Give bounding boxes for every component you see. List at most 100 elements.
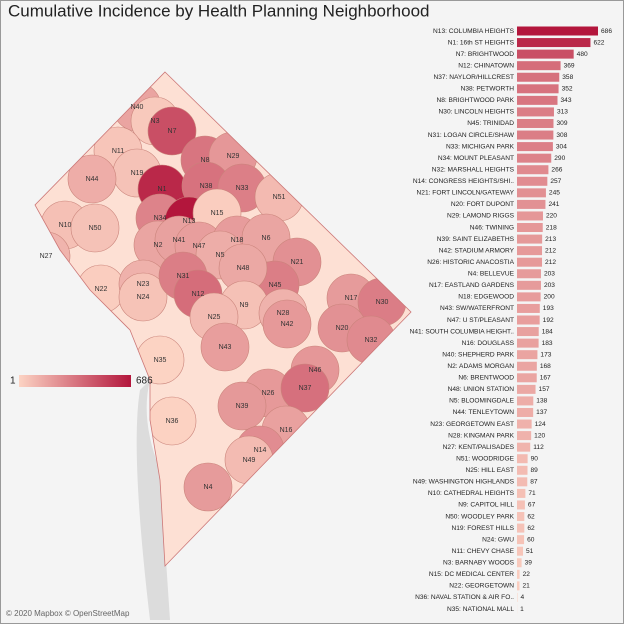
- value-label: 183: [542, 340, 553, 347]
- y-tick-label: N8: BRIGHTWOOD PARK: [436, 97, 514, 104]
- map-label: N35: [154, 357, 167, 364]
- bar: [517, 488, 526, 498]
- y-tick-label: N28: KINGMAN PARK: [448, 432, 514, 439]
- bar: [517, 431, 532, 441]
- y-tick-label: N42: STADIUM ARMORY: [439, 247, 515, 254]
- bar: [517, 26, 598, 36]
- value-label: 67: [528, 502, 536, 509]
- y-tick-label: N25: HILL EAST: [466, 467, 515, 474]
- value-label: 1: [520, 606, 524, 613]
- map-label: N14: [254, 447, 267, 454]
- map-region: [183, 462, 233, 512]
- bar: [517, 419, 532, 429]
- map-region: [262, 299, 312, 349]
- map-region: [200, 322, 250, 372]
- map-label: N46: [309, 367, 322, 374]
- value-label: 480: [577, 51, 588, 58]
- y-tick-label: N3: BARNABY WOODS: [443, 560, 515, 567]
- value-label: 87: [530, 479, 538, 486]
- bar: [517, 142, 553, 152]
- y-tick-label: N34: MOUNT PLEASANT: [438, 155, 514, 162]
- value-label: 192: [543, 317, 554, 324]
- bar: [517, 199, 546, 209]
- bar: [517, 176, 548, 186]
- value-label: 313: [557, 109, 568, 116]
- bar: [517, 257, 543, 267]
- map-label: N25: [208, 314, 221, 321]
- bar: [517, 223, 543, 233]
- map-label: N36: [166, 418, 179, 425]
- y-tick-label: N29: LAMOND RIGGS: [447, 213, 515, 220]
- y-tick-label: N48: UNION STATION: [448, 386, 515, 393]
- map-label: N51: [273, 194, 286, 201]
- value-label: 200: [544, 294, 555, 301]
- y-tick-label: N6: BRENTWOOD: [458, 375, 514, 382]
- value-label: 168: [540, 363, 551, 370]
- y-tick-label: N36: NAVAL STATION & AIR FO..: [415, 594, 514, 601]
- value-label: 71: [528, 490, 536, 497]
- value-label: 622: [593, 39, 604, 46]
- y-tick-label: N33: MICHIGAN PARK: [446, 143, 515, 150]
- map-region: [118, 272, 168, 322]
- value-label: 343: [561, 97, 572, 104]
- value-label: 173: [540, 351, 551, 358]
- map-label: N28: [277, 310, 290, 317]
- y-tick-label: N15: DC MEDICAL CENTER: [429, 571, 514, 578]
- map-label: N39: [236, 403, 249, 410]
- y-tick-label: N30: LINCOLN HEIGHTS: [439, 109, 515, 116]
- map-label: N45: [269, 282, 282, 289]
- bar: [517, 523, 525, 533]
- bar: [517, 546, 524, 556]
- y-tick-label: N39: SAINT ELIZABETHS: [437, 236, 515, 243]
- y-tick-label: N7: BRIGHTWOOD: [456, 51, 514, 58]
- value-label: 4: [520, 594, 524, 601]
- map-label: N4: [204, 484, 213, 491]
- y-tick-label: N41: SOUTH COLUMBIA HEIGHT..: [410, 328, 515, 335]
- legend-min: 1: [10, 376, 16, 387]
- dc-outline: [34, 71, 412, 567]
- bar: [517, 558, 522, 568]
- map-label: N26: [262, 390, 275, 397]
- bar: [517, 49, 574, 59]
- map-label: N7: [168, 128, 177, 135]
- value-label: 22: [523, 571, 531, 578]
- bar: [517, 373, 537, 383]
- value-label: 212: [545, 259, 556, 266]
- value-label: 241: [548, 201, 559, 208]
- bar: [517, 442, 531, 452]
- bar: [517, 269, 541, 279]
- y-tick-label: N21: FORT LINCOLN/GATEWAY: [417, 190, 515, 197]
- value-label: 220: [546, 213, 557, 220]
- value-label: 304: [556, 143, 567, 150]
- bar: [517, 280, 541, 290]
- bar: [517, 303, 540, 313]
- map-label: N50: [89, 225, 102, 232]
- y-tick-label: N22: GEORGETOWN: [449, 583, 514, 590]
- map-label: N9: [240, 302, 249, 309]
- value-label: 90: [531, 455, 539, 462]
- y-tick-label: N37: NAYLOR/HILLCREST: [434, 74, 515, 81]
- y-tick-label: N23: GEORGETOWN EAST: [430, 421, 514, 428]
- y-tick-label: N12: CHINATOWN: [458, 62, 514, 69]
- bar: [517, 581, 520, 591]
- bar: [517, 407, 534, 417]
- map-label: N47: [193, 243, 206, 250]
- y-tick-label: N2: ADAMS MORGAN: [447, 363, 514, 370]
- bar: [517, 338, 539, 348]
- y-tick-label: N9: CAPITOL HILL: [458, 502, 514, 509]
- bar: [517, 188, 546, 198]
- value-label: 167: [540, 375, 551, 382]
- map-label: N21: [291, 259, 304, 266]
- bar: [517, 500, 525, 510]
- river: [136, 380, 170, 620]
- map-label: N1: [158, 186, 167, 193]
- bar: [517, 72, 560, 82]
- map-label: N29: [227, 153, 240, 160]
- y-tick-label: N49: WASHINGTON HIGHLANDS: [413, 479, 515, 486]
- color-legend: [19, 375, 131, 387]
- map-label: N49: [243, 457, 256, 464]
- map-region: [147, 106, 197, 156]
- value-label: 120: [534, 432, 545, 439]
- y-tick-label: N38: PETWORTH: [461, 86, 515, 93]
